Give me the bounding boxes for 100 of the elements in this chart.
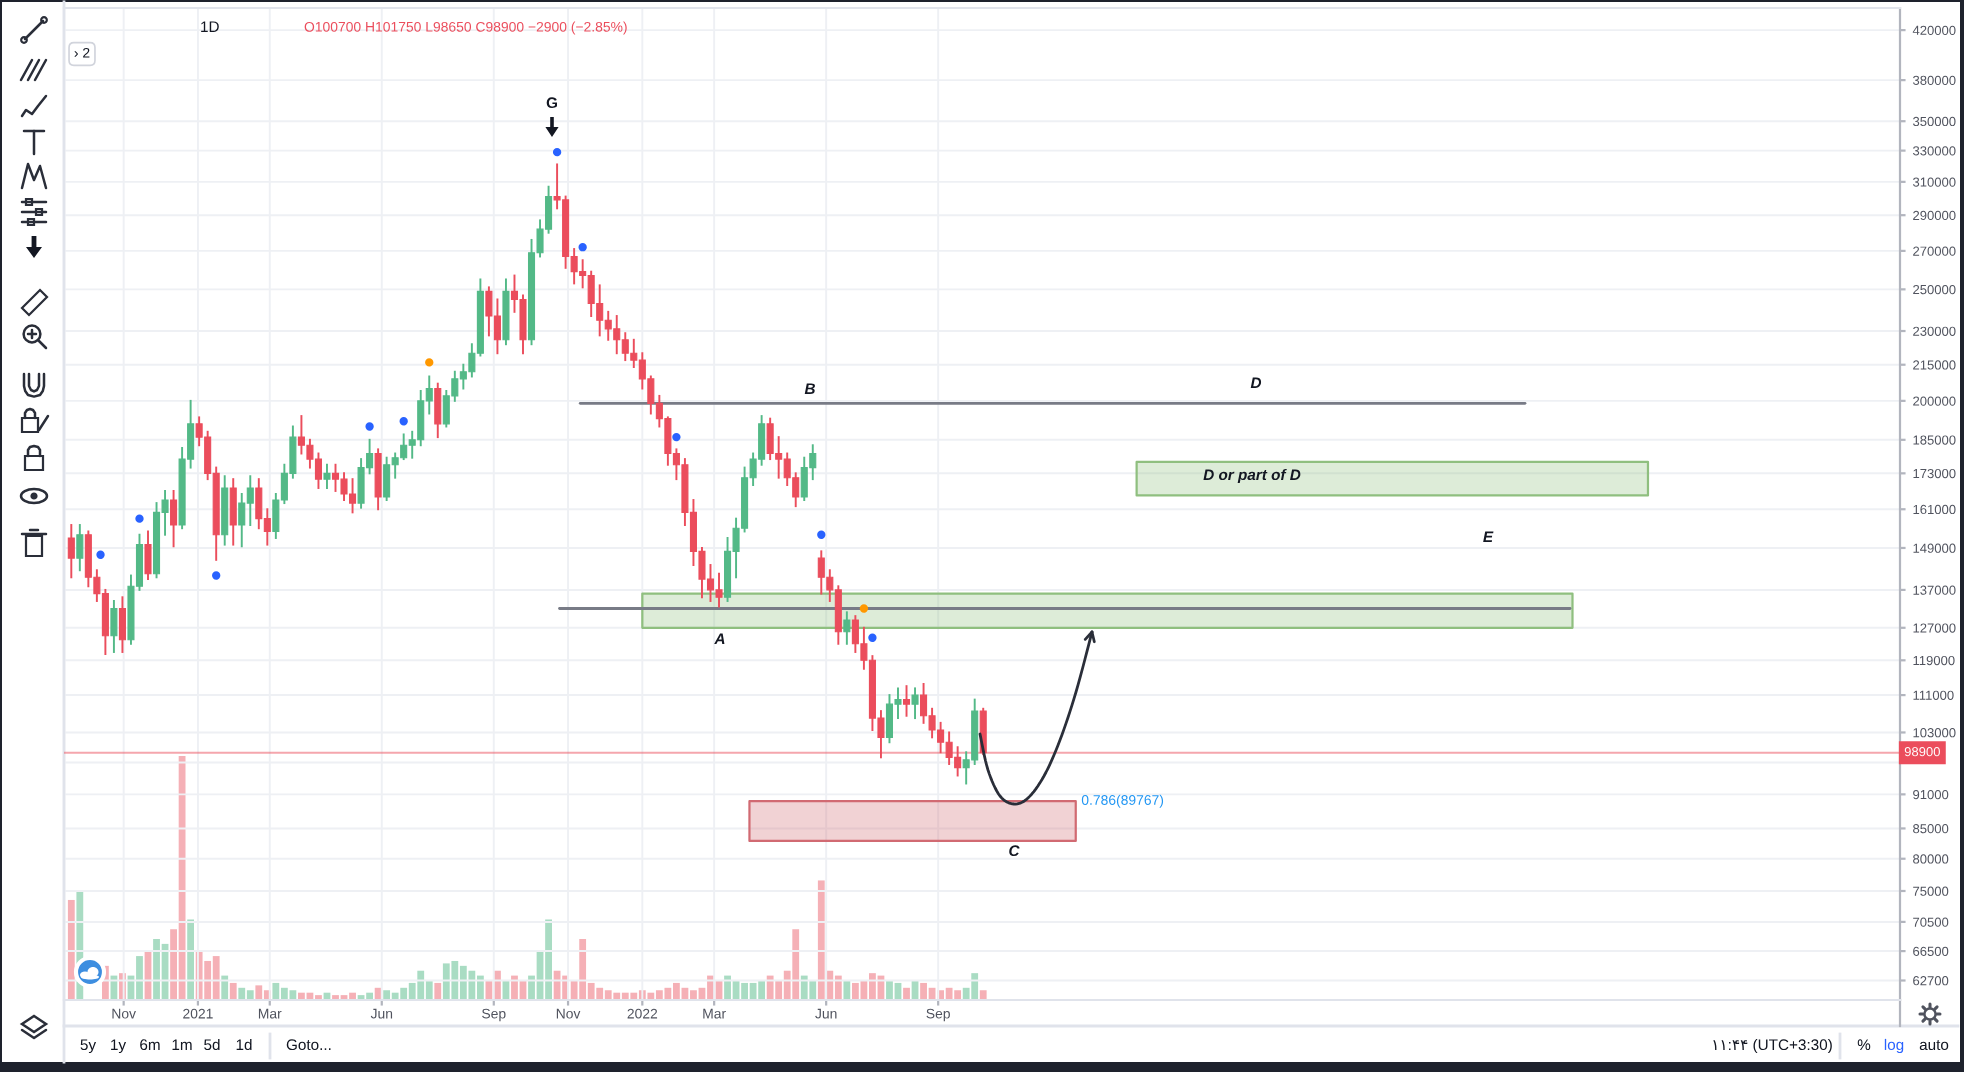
bar	[655, 990, 663, 1000]
candlestick	[604, 310, 612, 341]
bar	[272, 982, 280, 1000]
point	[135, 514, 144, 523]
bar	[442, 963, 450, 1000]
bar	[153, 939, 160, 1000]
bar	[400, 987, 408, 1000]
candlestick	[357, 458, 365, 509]
bar	[476, 975, 484, 1000]
bar	[545, 919, 552, 1000]
bar	[903, 987, 910, 1000]
bar	[67, 899, 75, 1000]
candlestick	[118, 596, 126, 653]
point	[96, 550, 105, 559]
bar	[690, 990, 697, 1000]
point	[212, 571, 221, 580]
point	[672, 432, 681, 442]
bar	[579, 939, 587, 1000]
bar	[851, 982, 859, 1000]
candlestick	[170, 490, 178, 548]
bar	[817, 880, 825, 1000]
bar	[749, 982, 757, 1000]
candlestick	[493, 298, 501, 355]
candlestick	[323, 463, 331, 489]
candlestick	[902, 685, 911, 717]
point	[859, 604, 869, 613]
bar	[187, 919, 195, 1000]
bar	[451, 960, 459, 1000]
bar	[596, 987, 604, 1000]
point	[868, 633, 877, 642]
candlestick	[766, 417, 774, 461]
bar	[459, 965, 467, 1000]
bar	[468, 970, 476, 1000]
bar	[255, 985, 263, 1000]
candlestick	[434, 382, 442, 439]
candlestick	[885, 694, 894, 744]
candlestick	[920, 682, 928, 724]
candlestick	[67, 524, 75, 579]
candlestick	[715, 572, 723, 608]
bar	[221, 975, 229, 1000]
candlestick	[229, 478, 237, 546]
candlestick	[110, 600, 118, 653]
bar	[383, 990, 391, 1000]
candlestick	[400, 433, 408, 461]
candlestick	[800, 456, 808, 501]
bar	[766, 975, 774, 1000]
bar	[434, 982, 442, 1000]
candlestick	[613, 315, 621, 355]
bar	[920, 982, 927, 1000]
candlestick	[221, 475, 229, 546]
bar	[204, 960, 212, 1000]
bar	[417, 970, 425, 1000]
bar	[246, 990, 254, 1000]
bar	[229, 982, 237, 1000]
candlestick	[314, 452, 322, 489]
bar	[724, 975, 731, 1000]
candlestick	[843, 611, 851, 645]
bar	[511, 975, 518, 1000]
bar	[834, 975, 842, 1000]
candlestick	[587, 270, 595, 318]
bar	[843, 980, 851, 1000]
candlestick	[255, 478, 263, 530]
bar	[136, 956, 143, 1000]
bar	[945, 987, 953, 1000]
bar	[280, 987, 288, 1000]
candlestick	[519, 294, 527, 355]
candlestick	[331, 463, 340, 492]
bar	[604, 990, 612, 1000]
candlestick	[76, 524, 84, 572]
point	[817, 530, 826, 539]
candlestick	[817, 550, 825, 595]
candlestick	[834, 585, 842, 645]
bar	[289, 990, 297, 1000]
bar	[860, 980, 868, 1000]
bar	[758, 980, 766, 1000]
bar	[971, 973, 979, 1000]
point	[365, 422, 374, 431]
bar	[886, 980, 893, 1000]
candlestick	[246, 475, 254, 526]
candlestick	[911, 687, 919, 720]
candlestick	[417, 389, 425, 447]
bar	[954, 990, 962, 1000]
candlestick	[621, 332, 629, 362]
candlestick	[144, 530, 152, 581]
bar	[212, 956, 220, 1000]
point	[552, 147, 562, 157]
point	[399, 417, 408, 426]
bar	[664, 987, 672, 1000]
candlestick	[374, 448, 382, 511]
bar	[792, 929, 800, 1000]
bar	[979, 990, 987, 1000]
bar	[178, 756, 186, 1000]
bar	[800, 975, 808, 1000]
point	[425, 358, 434, 367]
candlestick	[238, 493, 246, 548]
bar	[238, 987, 246, 1000]
bar	[809, 980, 817, 1000]
candlestick	[340, 472, 348, 501]
candlestick	[383, 456, 391, 501]
point	[578, 243, 587, 252]
